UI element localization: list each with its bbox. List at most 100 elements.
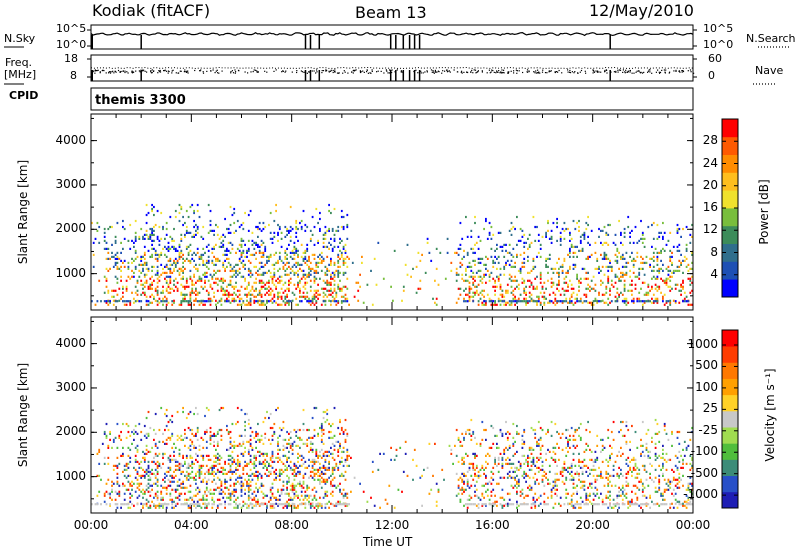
freq-dot [503,72,505,74]
range-gate-mark [517,478,520,481]
range-gate-mark [457,460,460,463]
range-gate-mark [180,237,183,240]
range-gate-mark [315,472,318,475]
range-gate-mark [196,267,199,270]
range-gate-mark [251,430,254,434]
range-gate-mark [335,440,338,443]
range-gate-mark [209,209,212,213]
range-gate-mark [195,287,197,290]
range-gate-mark [136,444,139,447]
range-gate-mark [269,231,272,234]
range-gate-mark [330,492,332,495]
range-gate-mark [304,283,307,286]
range-gate-mark [269,486,272,489]
range-gate-mark [501,458,504,461]
range-gate-mark [253,436,256,439]
range-gate-mark [280,295,283,298]
range-gate-mark [614,273,617,276]
range-gate-mark [154,289,157,292]
range-gate-mark [116,221,119,225]
range-gate-mark [182,253,184,256]
range-gate-mark [253,490,256,493]
range-gate-mark [337,450,340,453]
range-gate-mark [337,229,340,232]
range-gate-mark [269,496,272,499]
range-gate-mark [133,297,135,300]
range-gate-mark [313,460,316,463]
range-gate-mark [173,458,175,461]
range-gate-mark [233,265,236,268]
range-gate-mark [548,253,551,256]
freq-dot [556,71,558,73]
range-gate-mark [140,430,143,434]
range-gate-mark [147,500,150,503]
range-gate-mark [111,225,113,229]
range-gate-mark [311,448,314,451]
range-gate-mark [625,303,628,306]
range-gate-mark [143,474,146,477]
range-gate-mark [277,474,279,477]
range-gate-mark [468,468,471,471]
range-gate-mark [253,265,256,268]
freq-dot [669,71,671,73]
range-gate-mark [536,442,538,445]
range-gate-mark [133,432,135,435]
range-gate-mark [240,506,243,509]
range-gate-mark [185,229,188,232]
range-gate-mark [165,297,168,300]
range-gate-mark [169,458,172,461]
range-gate-mark [322,279,325,282]
range-gate-mark [236,444,239,447]
range-gate-mark [200,498,203,501]
range-gate-mark [242,239,245,242]
range-gate-mark [138,494,141,497]
freq-dot [631,72,633,74]
range-gate-mark [258,472,261,475]
range-gate-mark [519,293,522,296]
range-gate-mark [465,488,467,491]
range-gate-mark [154,504,157,507]
freq-dot [629,70,631,72]
range-gate-mark [178,267,181,270]
nsky-line [90,31,694,37]
range-gate-mark [273,235,276,238]
range-gate-mark [340,428,343,432]
range-gate-mark [235,263,237,266]
range-gate-mark [295,251,298,254]
range-gate-mark [127,454,130,457]
range-gate-mark [151,446,153,449]
range-gate-mark [669,279,672,282]
range-gate-mark [344,285,347,288]
range-gate-mark [136,486,139,489]
range-gate-mark [410,275,412,278]
range-gate-mark [216,225,219,229]
range-gate-mark [268,279,270,282]
freq-dot [473,69,475,71]
range-gate-mark [211,466,214,469]
range-gate-mark [142,492,144,495]
range-gate-mark [322,478,325,481]
range-gate-mark [344,243,347,246]
range-gate-mark [120,506,122,509]
range-gate-mark [616,249,619,252]
range-gate-mark [249,488,252,491]
range-gate-mark [180,269,183,272]
range-gate-mark [589,301,591,304]
range-gate-mark [304,494,307,497]
range-gate-mark [634,225,637,229]
freq-dot [363,71,365,73]
near-range-mark [649,300,651,303]
range-gate-mark [308,476,310,479]
range-gate-mark [331,271,334,274]
range-gate-mark [514,452,516,455]
range-gate-mark [660,251,662,254]
range-gate-mark [92,265,95,268]
range-gate-mark [195,488,197,491]
range-gate-mark [596,301,599,304]
range-gate-mark [523,496,526,499]
range-gate-mark [233,490,236,493]
range-gate-mark [326,229,329,232]
range-gate-mark [187,259,190,262]
velocity-marks [91,406,693,509]
range-gate-mark [134,285,137,288]
